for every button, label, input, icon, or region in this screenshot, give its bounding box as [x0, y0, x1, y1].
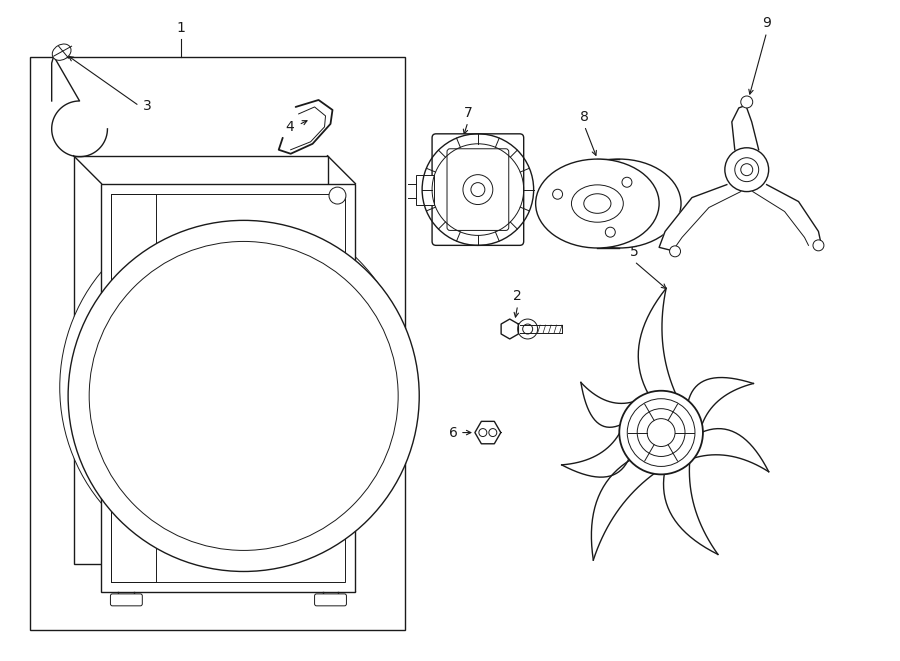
Bar: [102, 184, 356, 592]
Bar: [30, 57, 405, 630]
Polygon shape: [591, 459, 656, 560]
Text: 7: 7: [464, 106, 472, 120]
Polygon shape: [663, 461, 718, 555]
Circle shape: [734, 158, 759, 182]
Polygon shape: [688, 377, 753, 427]
Text: 8: 8: [580, 110, 589, 124]
Ellipse shape: [68, 220, 419, 572]
Polygon shape: [475, 421, 500, 444]
Polygon shape: [692, 428, 769, 472]
Bar: [112, 194, 157, 582]
Ellipse shape: [536, 159, 659, 248]
Ellipse shape: [557, 159, 681, 248]
Polygon shape: [501, 319, 518, 339]
Polygon shape: [659, 184, 741, 251]
FancyBboxPatch shape: [315, 594, 346, 606]
Text: 2: 2: [513, 289, 522, 303]
Ellipse shape: [52, 44, 71, 60]
Polygon shape: [752, 184, 822, 245]
Bar: [74, 156, 328, 564]
Circle shape: [724, 148, 769, 192]
Text: 1: 1: [176, 21, 185, 35]
Polygon shape: [638, 288, 677, 395]
Circle shape: [518, 319, 537, 339]
Circle shape: [471, 182, 485, 196]
Text: 3: 3: [143, 99, 152, 113]
Circle shape: [637, 408, 685, 457]
Circle shape: [627, 399, 695, 467]
Polygon shape: [580, 383, 636, 427]
Circle shape: [463, 175, 493, 204]
Text: 9: 9: [762, 17, 771, 30]
Bar: [416, 175, 434, 204]
FancyBboxPatch shape: [111, 594, 142, 606]
Text: 6: 6: [449, 426, 458, 440]
Circle shape: [813, 240, 824, 251]
Ellipse shape: [59, 208, 411, 566]
Circle shape: [619, 391, 703, 475]
Polygon shape: [562, 431, 629, 477]
Text: 4: 4: [285, 120, 293, 134]
Circle shape: [670, 246, 680, 257]
FancyBboxPatch shape: [432, 134, 524, 245]
Circle shape: [741, 96, 752, 108]
Circle shape: [329, 187, 346, 204]
Bar: [112, 194, 346, 582]
Text: 5: 5: [630, 245, 639, 259]
